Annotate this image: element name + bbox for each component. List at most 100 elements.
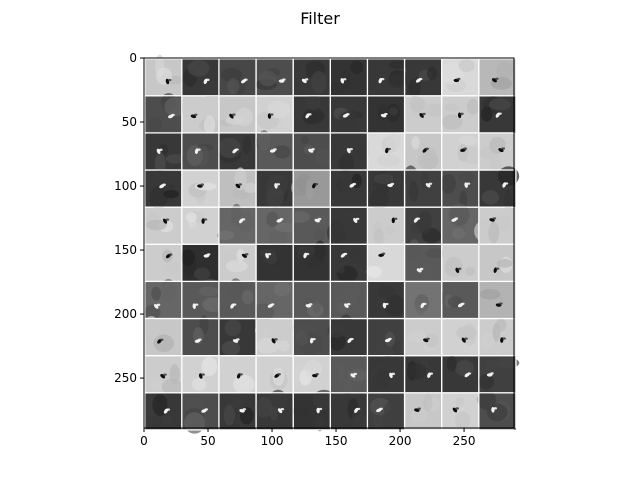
filter-tile bbox=[256, 170, 294, 208]
x-tick-label: 0 bbox=[140, 434, 148, 448]
filter-tile bbox=[330, 133, 372, 172]
filter-tile bbox=[479, 244, 516, 282]
filter-tile bbox=[293, 133, 334, 170]
filter-tile bbox=[330, 59, 368, 96]
filter-tile bbox=[293, 240, 331, 282]
filter-tile bbox=[479, 133, 516, 175]
filter-tile bbox=[256, 244, 294, 282]
filter-tile bbox=[182, 393, 219, 434]
filter-tile bbox=[478, 356, 520, 393]
filter-tile bbox=[403, 165, 442, 208]
filter-tile bbox=[405, 133, 442, 170]
filter-tile bbox=[219, 59, 256, 96]
filter-tile bbox=[145, 207, 182, 245]
filter-tile bbox=[441, 96, 480, 133]
filter-tile bbox=[405, 59, 442, 98]
filter-tile bbox=[442, 393, 479, 430]
filter-tile bbox=[219, 278, 256, 319]
y-tick-label: 100 bbox=[114, 179, 137, 193]
filter-tile bbox=[145, 133, 186, 175]
filter-tile bbox=[180, 244, 219, 282]
filter-tile bbox=[442, 203, 479, 245]
filter-tile bbox=[368, 207, 405, 248]
filter-tile bbox=[330, 96, 368, 133]
filter-tile bbox=[145, 279, 182, 321]
filter-tile bbox=[368, 282, 405, 319]
y-tick-label: 0 bbox=[129, 51, 137, 65]
filter-tile bbox=[256, 96, 294, 133]
filter-tile bbox=[293, 59, 331, 96]
filter-tile bbox=[368, 319, 405, 357]
filter-tile bbox=[479, 282, 516, 319]
filter-tile bbox=[327, 314, 368, 356]
filter-tile bbox=[326, 207, 368, 245]
filter-tile bbox=[182, 207, 219, 245]
filter-tile bbox=[293, 282, 331, 319]
y-axis: 0 50 100 150 200 250 bbox=[114, 51, 144, 385]
x-tick-label: 250 bbox=[453, 434, 476, 448]
y-tick-label: 200 bbox=[114, 307, 137, 321]
filter-tile bbox=[405, 239, 446, 282]
filter-tile bbox=[182, 356, 219, 394]
axes-frame bbox=[143, 57, 515, 429]
filter-tile bbox=[182, 315, 219, 356]
filter-tile bbox=[145, 244, 185, 282]
filter-tile bbox=[219, 393, 256, 430]
filter-tile bbox=[145, 356, 183, 395]
filter-tile bbox=[479, 96, 516, 133]
filter-tile bbox=[442, 244, 479, 282]
filter-tile bbox=[368, 393, 405, 430]
filter-tile bbox=[251, 282, 294, 322]
filter-tile bbox=[255, 389, 294, 430]
filter-tile bbox=[254, 130, 294, 170]
filter-tile bbox=[219, 319, 256, 356]
x-tick-label: 50 bbox=[200, 434, 215, 448]
filter-tile bbox=[330, 356, 369, 396]
chart-title: Filter bbox=[300, 9, 340, 28]
filter-tile bbox=[182, 133, 219, 170]
filter-tile bbox=[182, 96, 222, 135]
filter-tile bbox=[479, 166, 520, 212]
filter-tile bbox=[442, 282, 479, 319]
filter-tile bbox=[255, 59, 294, 96]
filter-tile bbox=[256, 356, 294, 393]
image-mosaic bbox=[143, 54, 520, 434]
x-tick-label: 100 bbox=[261, 434, 284, 448]
filter-tile bbox=[477, 389, 516, 430]
x-tick-label: 150 bbox=[325, 434, 348, 448]
filter-tile bbox=[440, 170, 479, 209]
filter-tile bbox=[219, 244, 256, 282]
filter-tile bbox=[143, 315, 182, 356]
filter-tile bbox=[293, 92, 331, 133]
filter-tile bbox=[479, 59, 516, 96]
filter-tile bbox=[217, 203, 256, 245]
filter-tile bbox=[218, 96, 256, 133]
filter-tile bbox=[442, 133, 483, 170]
filter-tile bbox=[474, 207, 516, 245]
filter-tile bbox=[366, 244, 408, 282]
filter-tile bbox=[442, 319, 483, 356]
x-axis: 0 50 100 150 200 250 bbox=[140, 428, 476, 448]
filter-tile bbox=[182, 279, 224, 319]
filter-tile bbox=[256, 207, 298, 247]
tile-separators bbox=[143, 57, 517, 431]
filter-tile bbox=[368, 356, 405, 393]
filter-tile bbox=[405, 319, 442, 356]
filter-tile bbox=[288, 207, 331, 245]
filter-tile bbox=[405, 392, 442, 430]
filter-tile bbox=[330, 282, 368, 319]
filter-tile bbox=[330, 170, 368, 208]
y-tick-label: 50 bbox=[122, 115, 137, 129]
filter-tile bbox=[219, 167, 257, 208]
filter-tile bbox=[368, 133, 405, 170]
filter-tile bbox=[368, 96, 405, 133]
filter-tile bbox=[293, 319, 331, 356]
filter-tile bbox=[368, 170, 405, 210]
x-tick-label: 200 bbox=[389, 434, 412, 448]
filter-tile bbox=[405, 356, 442, 393]
filter-tile bbox=[330, 393, 371, 430]
filter-tile bbox=[290, 170, 331, 208]
filter-tile bbox=[255, 319, 294, 356]
filter-tile bbox=[405, 207, 442, 245]
